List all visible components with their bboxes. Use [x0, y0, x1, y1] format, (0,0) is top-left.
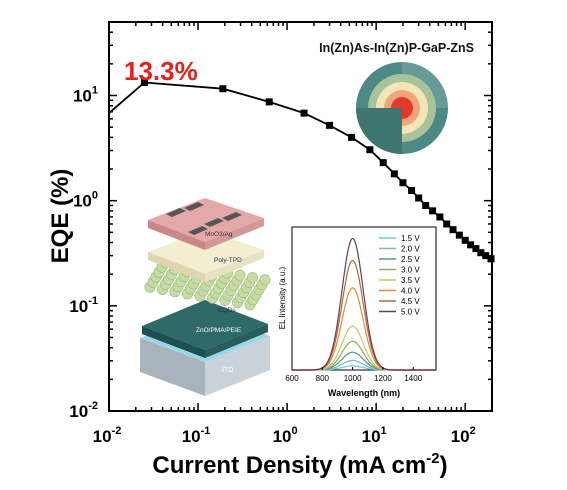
- eqe-data-point: [472, 245, 480, 253]
- el-y-axis-title: EL Intensity (a.u.): [278, 266, 287, 329]
- layer-cqds-label: CQDs: [218, 307, 236, 314]
- el-legend-label: 3.5 V: [401, 276, 420, 285]
- el-x-tick-label: 1400: [404, 374, 422, 383]
- eqe-data-point: [140, 78, 148, 86]
- layer-polytpd-label: Poly-TPD: [214, 257, 242, 264]
- cqd-sphere: [259, 274, 271, 286]
- el-legend-label: 2.0 V: [401, 245, 420, 254]
- eqe-data-point: [455, 231, 463, 239]
- el-x-axis: 600 800 1000 1200 1400: [285, 367, 423, 383]
- eqe-data-point: [429, 207, 437, 215]
- el-legend-label: 5.0 V: [401, 308, 420, 317]
- el-x-tick-label: 600: [285, 374, 299, 383]
- y-tick-label: 101: [73, 85, 98, 106]
- eqe-data-point: [366, 146, 374, 154]
- cqd-sphere: [247, 272, 259, 284]
- x-tick-label: 102: [451, 425, 476, 446]
- el-x-tick-label: 800: [316, 374, 330, 383]
- core-shell-quantum-dot-illustration: [356, 62, 448, 154]
- el-curve: [292, 237, 436, 371]
- eqe-data-point: [477, 249, 485, 257]
- y-axis: 10-2 10-1 100 101: [69, 21, 492, 421]
- y-tick-label: 10-2: [69, 400, 98, 421]
- el-legend-label: 2.5 V: [401, 255, 420, 264]
- eqe-data-point: [265, 98, 273, 106]
- layer-zno-label: ZnO/PMA/PEIE: [196, 327, 242, 334]
- eqe-data-point: [399, 179, 407, 187]
- el-legend-label: 4.5 V: [401, 297, 420, 306]
- y-tick-label: 100: [73, 190, 98, 211]
- eqe-data-point: [219, 85, 227, 93]
- x-tick-label: 101: [362, 425, 387, 446]
- x-tick-label: 100: [273, 425, 298, 446]
- x-axis-title: Current Density (mA cm-2): [152, 450, 447, 479]
- y-tick-label: 10-1: [69, 295, 98, 316]
- device-stack-illustration: ITO ZnO/PMA/PEIE CQDs Poly-TPD MoO3/Ag: [140, 198, 271, 396]
- eqe-data-point: [390, 170, 398, 178]
- eqe-data-point: [348, 133, 356, 141]
- eqe-data-point: [379, 159, 387, 167]
- el-legend-label: 3.0 V: [401, 266, 420, 275]
- el-x-tick-label: 1000: [344, 374, 362, 383]
- x-tick-label: 10-1: [182, 425, 211, 446]
- el-x-tick-label: 1200: [374, 374, 392, 383]
- eqe-data-point: [449, 226, 457, 234]
- cqd-sphere: [234, 269, 246, 281]
- eqe-data-point: [415, 194, 423, 202]
- eqe-data-point: [422, 201, 430, 209]
- eqe-data-point: [467, 241, 475, 249]
- el-legend-label: 4.0 V: [401, 287, 420, 296]
- x-tick-label: 10-2: [93, 425, 122, 446]
- el-legend: 1.5 V 2.0 V2.5 V 3.0 V3.5 V 4.0 V4.5 V 5.0 V: [379, 234, 420, 317]
- x-axis: 10-2 10-1 100 101 102: [93, 22, 493, 446]
- el-curves: [292, 237, 436, 371]
- el-legend-label: 1.5 V: [401, 234, 420, 243]
- y-axis-title: EQE (%): [47, 169, 74, 264]
- peak-eqe-label: 13.3%: [124, 56, 198, 86]
- layer-moo3-label: MoO3/Ag: [205, 231, 233, 238]
- eqe-data-point: [436, 213, 444, 221]
- eqe-data-point: [461, 236, 469, 244]
- el-spectrum-inset: 600 800 1000 1200 1400 Wavelength (nm) EL In…: [278, 226, 437, 398]
- layer-ito-label: ITO: [222, 367, 234, 374]
- eqe-series-points: [140, 78, 495, 263]
- eqe-data-point: [300, 109, 308, 117]
- eqe-data-point: [482, 252, 490, 260]
- device-composition-label: In(Zn)As-In(Zn)P-GaP-ZnS: [319, 41, 474, 55]
- el-x-axis-title: Wavelength (nm): [328, 388, 400, 398]
- eqe-data-point: [408, 186, 416, 194]
- electrode-pads: [166, 202, 242, 235]
- eqe-data-point: [326, 121, 334, 129]
- eqe-data-point: [487, 255, 495, 263]
- eqe-data-point: [443, 220, 451, 228]
